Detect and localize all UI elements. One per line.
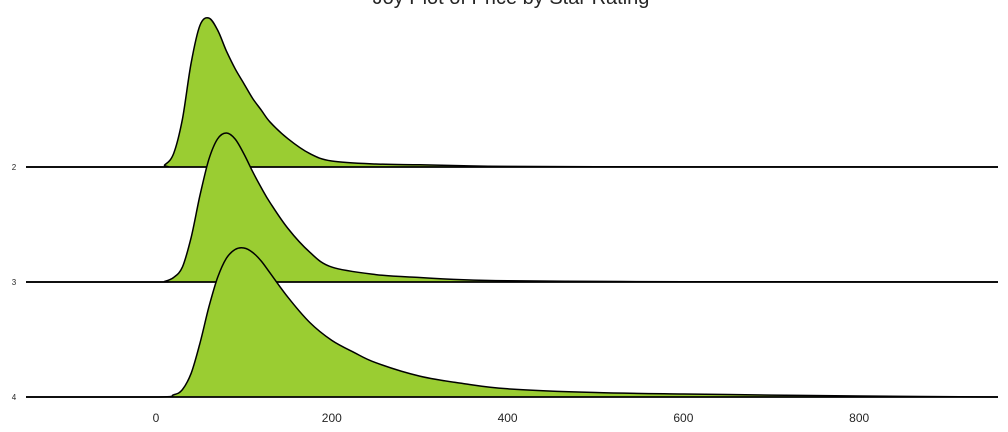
ridge-area-2 <box>26 17 998 168</box>
ridges-layer: 2 3 4 <box>12 17 999 402</box>
ridge-area-4 <box>26 247 998 397</box>
ridge-area-3 <box>26 133 998 282</box>
x-axis-ticks: 0 200 400 600 800 <box>153 411 870 425</box>
x-tick-label: 600 <box>673 411 693 425</box>
row-label-2: 2 <box>12 163 17 172</box>
ridge-4: 4 <box>12 247 999 402</box>
chart-title: Joy Plot of Price by Star Rating <box>373 0 650 9</box>
x-tick-label: 0 <box>153 411 160 425</box>
x-tick-label: 400 <box>498 411 518 425</box>
x-tick-label: 200 <box>322 411 342 425</box>
ridge-outline-2 <box>26 17 999 168</box>
ridge-outline-3 <box>25 132 999 283</box>
ridge-2: 2 <box>12 17 999 172</box>
row-label-3: 3 <box>12 278 17 287</box>
ridge-3: 3 <box>12 132 999 287</box>
ridge-outline-4 <box>26 247 999 398</box>
x-tick-label: 800 <box>849 411 869 425</box>
row-label-4: 4 <box>12 393 17 402</box>
